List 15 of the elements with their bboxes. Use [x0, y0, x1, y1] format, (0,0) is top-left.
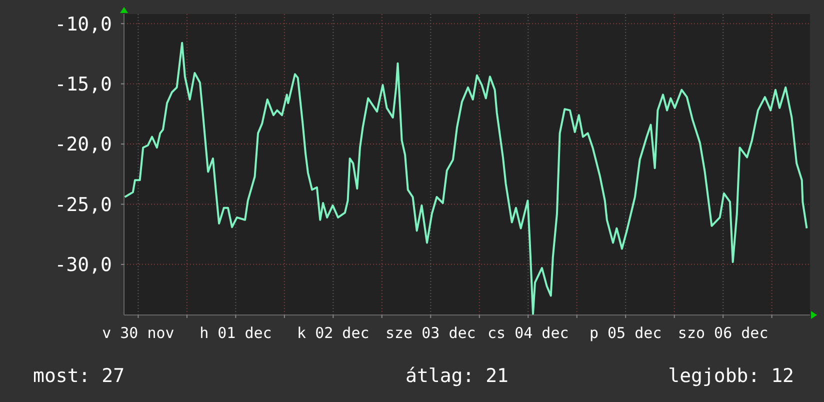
y-tick-label: -30,0 [54, 254, 112, 276]
x-tick-label: cs 04 dec [487, 324, 569, 342]
y-tick-label: -20,0 [54, 134, 112, 156]
x-tick-label: k 02 dec [297, 324, 370, 342]
x-tick-label: p 05 dec [589, 324, 662, 342]
y-tick-label: -25,0 [54, 194, 112, 216]
x-tick-label: szo 06 dec [678, 324, 768, 342]
x-tick-label: v 30 nov [102, 324, 174, 342]
y-tick-label: -15,0 [54, 73, 112, 96]
text: legjobb: 12 [668, 365, 794, 387]
x-tick-label: sze 03 dec [385, 324, 476, 342]
text: átlag: 21 [406, 365, 508, 387]
y-tick-label: -10,0 [54, 13, 112, 36]
x-tick-label: h 01 dec [200, 324, 272, 342]
text: most: 27 [33, 365, 125, 387]
